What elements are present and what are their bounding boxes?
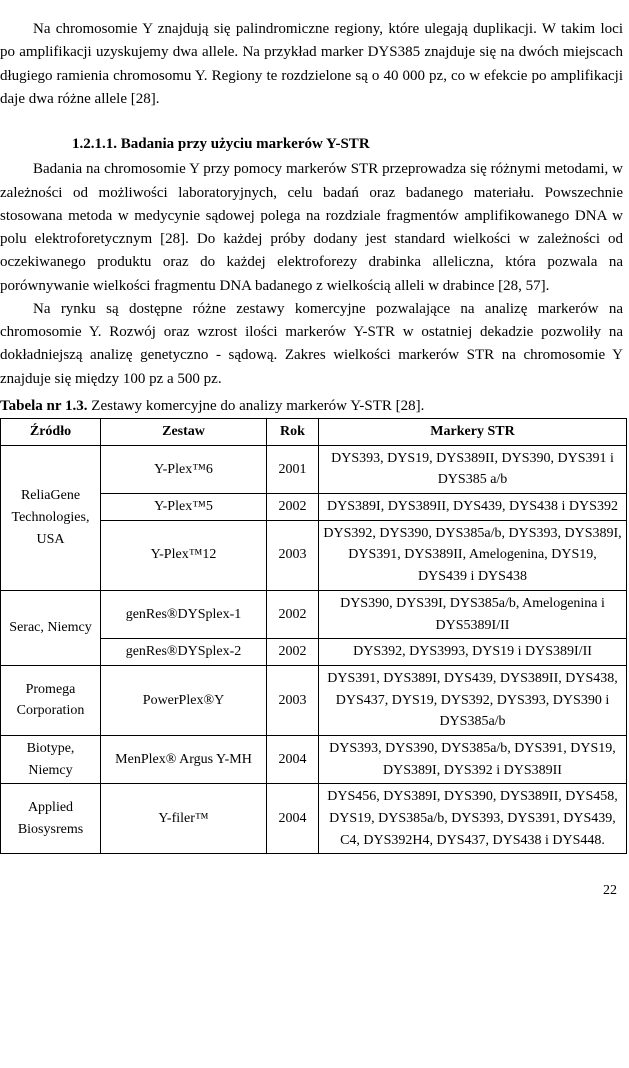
cell-markers: DYS392, DYS3993, DYS19 i DYS389I/II xyxy=(319,639,627,666)
cell-markers: DYS390, DYS39I, DYS385a/b, Amelogenina i… xyxy=(319,590,627,638)
cell-source: Applied Biosysrems xyxy=(1,784,101,854)
cell-year: 2002 xyxy=(267,494,319,521)
cell-year: 2003 xyxy=(267,665,319,735)
table-row: Biotype, NiemcyMenPlex® Argus Y-MH2004DY… xyxy=(1,735,627,783)
section-heading: 1.2.1.1. Badania przy użyciu markerów Y-… xyxy=(0,133,629,156)
cell-kit: PowerPlex®Y xyxy=(101,665,267,735)
cell-markers: DYS393, DYS390, DYS385a/b, DYS391, DYS19… xyxy=(319,735,627,783)
cell-year: 2004 xyxy=(267,784,319,854)
col-header-source: Źródło xyxy=(1,419,101,446)
table-row: Applied BiosysremsY-filer™2004DYS456, DY… xyxy=(1,784,627,854)
ystr-kits-table: Źródło Zestaw Rok Markery STR ReliaGene … xyxy=(0,418,627,854)
cell-kit: Y-Plex™6 xyxy=(101,445,267,493)
cell-markers: DYS393, DYS19, DYS389II, DYS390, DYS391 … xyxy=(319,445,627,493)
cell-kit: Y-filer™ xyxy=(101,784,267,854)
cell-kit: genRes®DYSplex-2 xyxy=(101,639,267,666)
paragraph-1: Na chromosomie Y znajdują się palindromi… xyxy=(0,18,629,111)
cell-kit: Y-Plex™5 xyxy=(101,494,267,521)
cell-source: Serac, Niemcy xyxy=(1,590,101,665)
table-caption-text: Zestawy komercyjne do analizy markerów Y… xyxy=(88,398,425,414)
cell-markers: DYS391, DYS389I, DYS439, DYS389II, DYS43… xyxy=(319,665,627,735)
table-caption: Tabela nr 1.3. Zestawy komercyjne do ana… xyxy=(0,395,629,418)
cell-year: 2001 xyxy=(267,445,319,493)
col-header-kit: Zestaw xyxy=(101,419,267,446)
paragraph-3: Na rynku są dostępne różne zestawy komer… xyxy=(0,298,629,391)
page-number: 22 xyxy=(0,880,629,902)
table-row: ReliaGene Technologies, USAY-Plex™62001D… xyxy=(1,445,627,493)
cell-year: 2002 xyxy=(267,639,319,666)
cell-year: 2003 xyxy=(267,520,319,590)
col-header-year: Rok xyxy=(267,419,319,446)
cell-year: 2002 xyxy=(267,590,319,638)
cell-source: Promega Corporation xyxy=(1,665,101,735)
table-caption-label: Tabela nr 1.3. xyxy=(0,398,88,414)
cell-source: Biotype, Niemcy xyxy=(1,735,101,783)
cell-kit: Y-Plex™12 xyxy=(101,520,267,590)
cell-kit: genRes®DYSplex-1 xyxy=(101,590,267,638)
cell-source: ReliaGene Technologies, USA xyxy=(1,445,101,590)
paragraph-2: Badania na chromosomie Y przy pomocy mar… xyxy=(0,158,629,298)
table-row: Serac, NiemcygenRes®DYSplex-12002DYS390,… xyxy=(1,590,627,638)
cell-markers: DYS456, DYS389I, DYS390, DYS389II, DYS45… xyxy=(319,784,627,854)
spacer xyxy=(0,111,629,133)
cell-markers: DYS392, DYS390, DYS385a/b, DYS393, DYS38… xyxy=(319,520,627,590)
cell-kit: MenPlex® Argus Y-MH xyxy=(101,735,267,783)
cell-markers: DYS389I, DYS389II, DYS439, DYS438 i DYS3… xyxy=(319,494,627,521)
table-header-row: Źródło Zestaw Rok Markery STR xyxy=(1,419,627,446)
table-row: Promega CorporationPowerPlex®Y2003DYS391… xyxy=(1,665,627,735)
col-header-markers: Markery STR xyxy=(319,419,627,446)
cell-year: 2004 xyxy=(267,735,319,783)
page: Na chromosomie Y znajdują się palindromi… xyxy=(0,18,629,902)
